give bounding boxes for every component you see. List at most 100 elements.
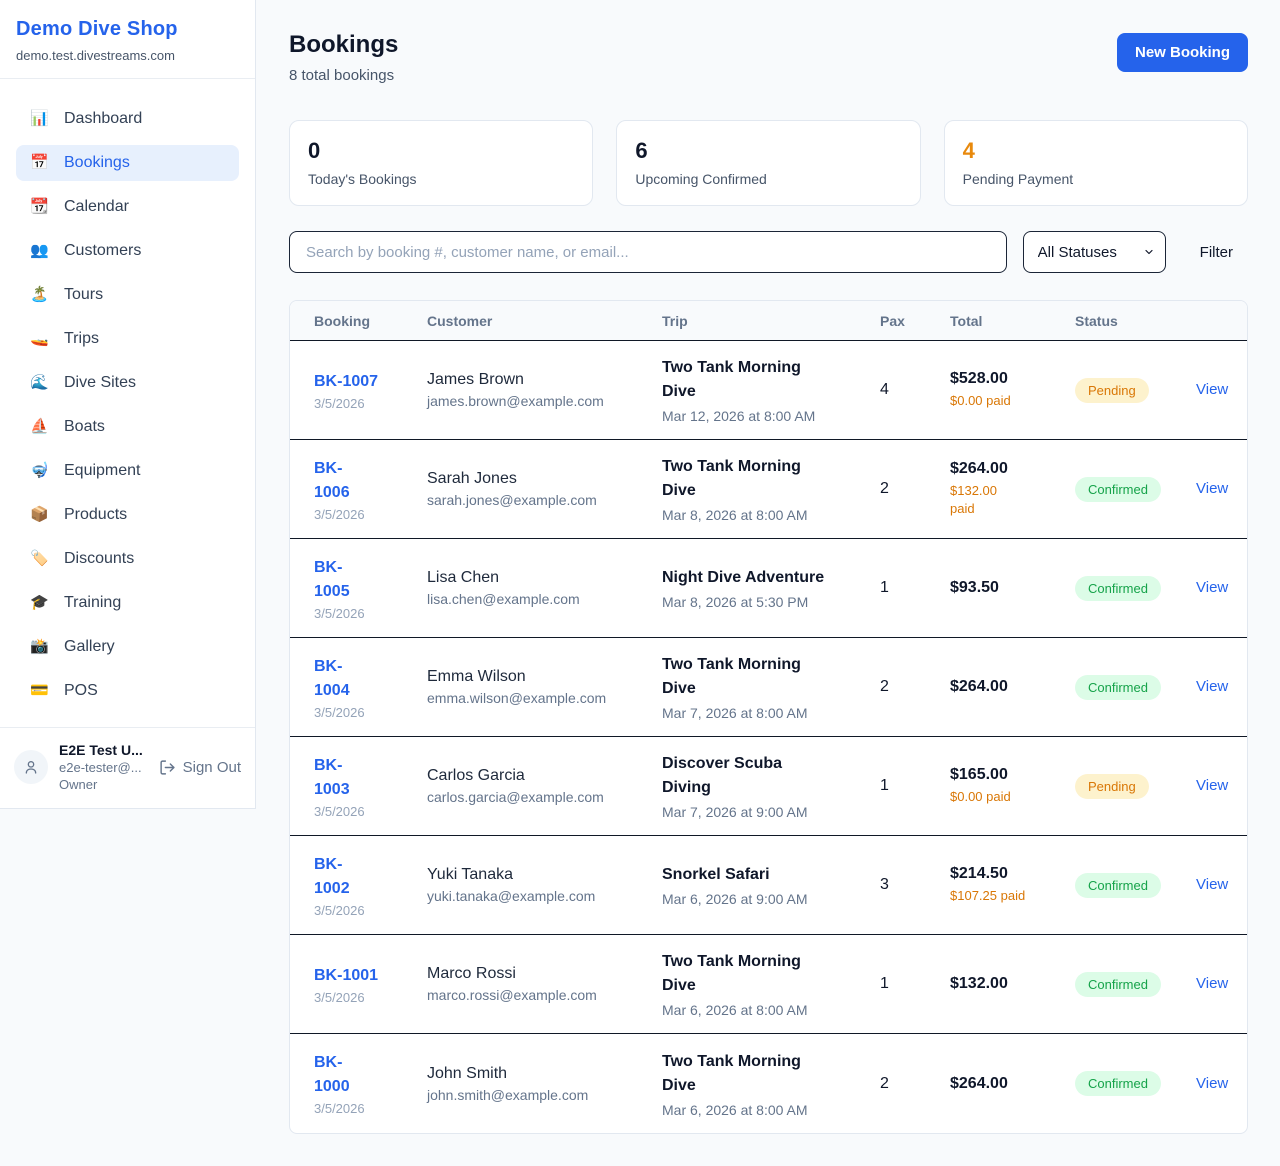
sidebar-item-label: Equipment [64, 462, 141, 479]
booking-date: 3/5/2026 [314, 395, 365, 411]
dashboard-icon: 📊 [30, 110, 49, 127]
view-link[interactable]: View [1196, 381, 1229, 398]
user-role: Owner [59, 777, 98, 792]
sign-out-label: Sign Out [182, 758, 241, 776]
booking-id-link[interactable]: BK- 1005 [314, 558, 350, 600]
sidebar-item-training[interactable]: 🎓 Training [16, 585, 239, 621]
sidebar-item-label: Products [64, 506, 128, 523]
booking-id-link[interactable]: BK- 1006 [314, 459, 350, 501]
sidebar-item-equipment[interactable]: 🤿 Equipment [16, 453, 239, 489]
trip-datetime: Mar 7, 2026 at 9:00 AM [662, 804, 808, 820]
booking-date: 3/5/2026 [314, 704, 365, 720]
sidebar-item-label: Tours [64, 286, 104, 303]
status-cell: Confirmed [1075, 971, 1196, 997]
sidebar-item-label: Calendar [64, 198, 129, 215]
customer-cell: Emma Wilson emma.wilson@example.com [427, 668, 662, 706]
stat-label: Pending Payment [962, 171, 1074, 187]
total-amount: $264.00 [950, 678, 1008, 695]
trip-datetime: Mar 7, 2026 at 8:00 AM [662, 705, 808, 721]
stat-value: 4 [962, 138, 975, 163]
sidebar-item-gallery[interactable]: 📸 Gallery [16, 629, 239, 665]
paid-amount: $132.00 paid [950, 482, 997, 516]
trip-cell: Two Tank Morning Dive Mar 7, 2026 at 8:00… [662, 653, 880, 721]
sidebar-item-discounts[interactable]: 🏷️ Discounts [16, 541, 239, 577]
calendar-icon: 📆 [30, 198, 49, 215]
sidebar-item-products[interactable]: 📦 Products [16, 497, 239, 533]
status-badge: Confirmed [1075, 476, 1161, 502]
customer-cell: Sarah Jones sarah.jones@example.com [427, 470, 662, 508]
status-cell: Confirmed [1075, 575, 1196, 601]
booking-id-link[interactable]: BK- 1003 [314, 756, 350, 798]
sidebar-item-bookings[interactable]: 📅 Bookings [16, 145, 239, 181]
view-link[interactable]: View [1196, 480, 1229, 497]
table-row: BK- 1003 3/5/2026 Carlos Garcia carlos.ga… [290, 737, 1247, 836]
status-cell: Pending [1075, 773, 1196, 799]
filter-button[interactable]: Filter [1185, 236, 1248, 269]
status-cell: Confirmed [1075, 1071, 1196, 1096]
customer-name: Yuki Tanaka [427, 866, 513, 883]
customer-name: Marco Rossi [427, 965, 516, 982]
customer-name: James Brown [427, 371, 524, 388]
view-link[interactable]: View [1196, 876, 1229, 893]
trip-name: Two Tank Morning Dive [662, 458, 801, 499]
total-amount: $165.00 [950, 765, 1008, 783]
stat-card: 4 Pending Payment [943, 120, 1248, 206]
sign-out-button[interactable]: Sign Out [159, 759, 241, 776]
customer-cell: John Smith john.smith@example.com [427, 1065, 662, 1103]
table-row: BK- 1002 3/5/2026 Yuki Tanaka yuki.tanaka… [290, 836, 1247, 935]
discounts-icon: 🏷️ [30, 550, 49, 567]
user-footer: E2E Test U... e2e-tester@... Owner Sign … [0, 727, 255, 808]
status-cell: Confirmed [1075, 476, 1196, 502]
customer-email: lisa.chen@example.com [427, 591, 580, 607]
total-amount: $132.00 [950, 975, 1008, 992]
status-filter-select[interactable]: All Statuses [1022, 231, 1166, 273]
gallery-icon: 📸 [30, 638, 49, 655]
sidebar-item-boats[interactable]: ⛵ Boats [16, 409, 239, 445]
sidebar-item-label: Discounts [64, 550, 135, 567]
customer-name: Carlos Garcia [427, 767, 525, 784]
sidebar-item-trips[interactable]: 🚤 Trips [16, 321, 239, 357]
pax-cell: 1 [880, 777, 889, 794]
booking-id-link[interactable]: BK-1007 [314, 372, 379, 390]
booking-id-link[interactable]: BK-1001 [314, 966, 379, 984]
page-header-text: Bookings 8 total bookings [289, 31, 398, 84]
trip-name: Two Tank Morning Dive [662, 656, 801, 697]
page-header: Bookings 8 total bookings New Booking [289, 31, 1248, 84]
booking-cell: BK- 1000 3/5/2026 [314, 1051, 427, 1116]
table-row: BK- 1004 3/5/2026 Emma Wilson emma.wilson… [290, 638, 1247, 737]
view-link[interactable]: View [1196, 975, 1229, 992]
sidebar-item-pos[interactable]: 💳 POS [16, 673, 239, 709]
view-link[interactable]: View [1196, 678, 1229, 695]
sidebar-item-dive-sites[interactable]: 🌊 Dive Sites [16, 365, 239, 401]
booking-id-link[interactable]: BK- 1004 [314, 657, 350, 699]
booking-cell: BK-1001 3/5/2026 [314, 964, 427, 1005]
pax-cell: 4 [880, 381, 889, 398]
trip-datetime: Mar 12, 2026 at 8:00 AM [662, 408, 816, 424]
sidebar-item-label: Dive Sites [64, 374, 137, 391]
bookings-table: Booking Customer Trip Pax Total Status BK-100… [289, 300, 1248, 1134]
user-name: E2E Test U... [59, 742, 143, 758]
sidebar-item-label: POS [64, 682, 98, 699]
sidebar-item-tours[interactable]: 🏝️ Tours [16, 277, 239, 313]
view-link[interactable]: View [1196, 1074, 1229, 1092]
trip-datetime: Mar 6, 2026 at 8:00 AM [662, 1101, 808, 1118]
bookings-icon: 📅 [30, 154, 49, 171]
booking-id-link[interactable]: BK- 1000 [314, 1054, 350, 1095]
new-booking-button[interactable]: New Booking [1116, 33, 1248, 72]
total-amount: $528.00 [950, 369, 1008, 387]
trip-cell: Snorkel Safari Mar 6, 2026 at 9:00 AM [662, 863, 880, 907]
view-link[interactable]: View [1196, 777, 1229, 794]
total-bookings-count: 8 total bookings [289, 67, 395, 84]
sidebar-item-customers[interactable]: 👥 Customers [16, 233, 239, 269]
sidebar-item-calendar[interactable]: 📆 Calendar [16, 189, 239, 225]
sidebar-item-dashboard[interactable]: 📊 Dashboard [16, 101, 239, 137]
view-link[interactable]: View [1196, 579, 1229, 596]
table-row: BK-1001 3/5/2026 Marco Rossi marco.rossi… [290, 935, 1247, 1034]
booking-id-link[interactable]: BK- 1002 [314, 855, 350, 897]
booking-date: 3/5/2026 [314, 989, 365, 1005]
sidebar-item-label: Training [64, 594, 122, 611]
search-input[interactable] [289, 231, 1007, 273]
customer-email: marco.rossi@example.com [427, 987, 597, 1003]
customer-name: Sarah Jones [427, 470, 517, 487]
boats-icon: ⛵ [30, 418, 49, 435]
